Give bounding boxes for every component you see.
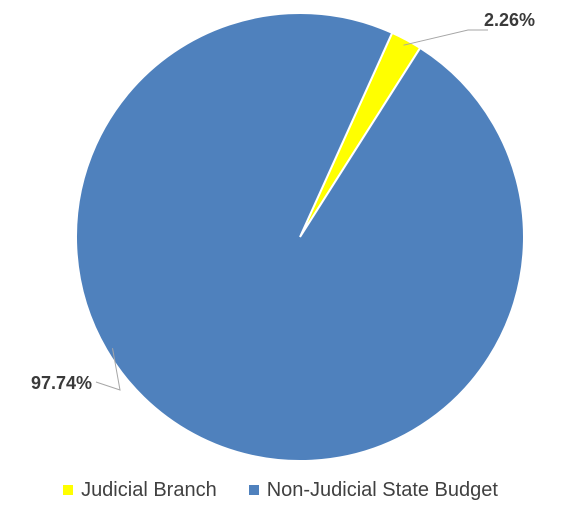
- legend: Judicial Branch Non-Judicial State Budge…: [0, 476, 561, 504]
- legend-label-non-judicial-state-budget: Non-Judicial State Budget: [266, 478, 498, 501]
- leader-line-non-judicial-state-budget: [95, 348, 121, 391]
- legend-swatch-judicial-branch: [63, 485, 74, 495]
- legend-item-judicial-branch: Judicial Branch: [63, 479, 217, 502]
- legend-swatch-non-judicial-state-budget: [248, 485, 259, 495]
- data-label-judicial-branch: 2.26%: [484, 10, 535, 30]
- legend-item-non-judicial-state-budget: Non-Judicial State Budget: [248, 478, 498, 502]
- leader-line-judicial-branch: [403, 29, 488, 46]
- legend-label-judicial-branch: Judicial Branch: [81, 478, 217, 501]
- slice-non-judicial-state-budget: [75, 12, 525, 462]
- data-label-non-judicial-state-budget: 97.74%: [31, 373, 92, 393]
- pie-plot-area: 2.26% 97.74%: [31, 10, 535, 462]
